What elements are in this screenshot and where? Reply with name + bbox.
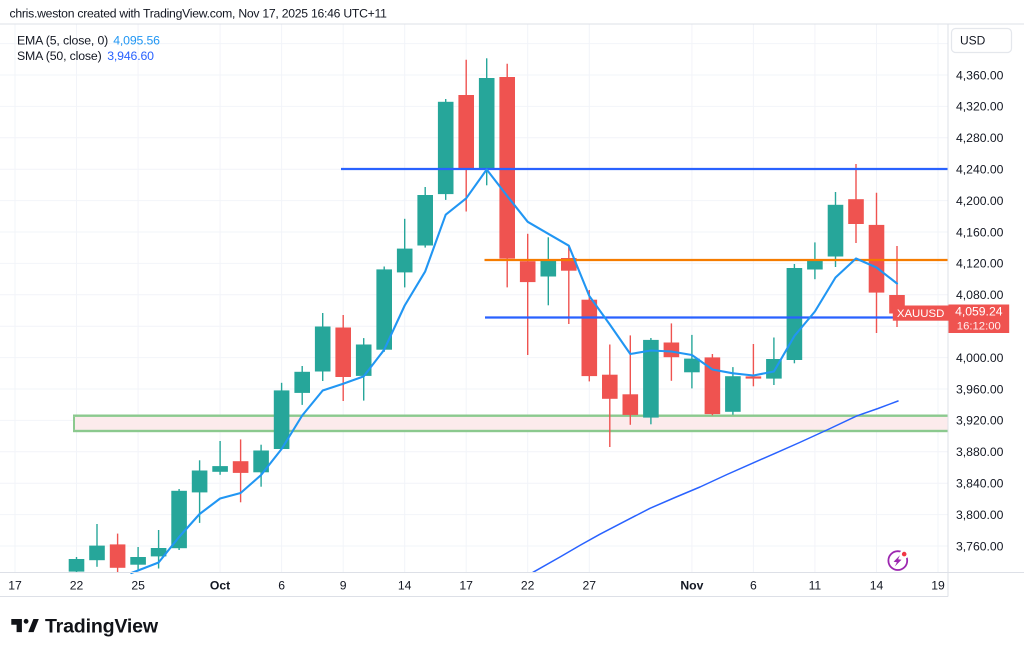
svg-text:4,200.00: 4,200.00 (956, 194, 1004, 208)
svg-text:3,946.60: 3,946.60 (107, 49, 154, 63)
svg-text:4,095.56: 4,095.56 (113, 33, 160, 47)
svg-text:4,360.00: 4,360.00 (956, 68, 1004, 82)
svg-text:TradingView: TradingView (45, 616, 159, 638)
svg-text:14: 14 (870, 579, 884, 593)
svg-text:17: 17 (459, 579, 473, 593)
svg-text:3,880.00: 3,880.00 (956, 445, 1004, 459)
svg-text:Nov: Nov (680, 579, 703, 593)
svg-text:4,240.00: 4,240.00 (956, 163, 1004, 177)
svg-text:16:12:00: 16:12:00 (957, 321, 1001, 333)
svg-text:4,000.00: 4,000.00 (956, 351, 1004, 365)
svg-text:14: 14 (398, 579, 412, 593)
svg-text:3,840.00: 3,840.00 (956, 477, 1004, 491)
svg-text:25: 25 (131, 579, 145, 593)
svg-text:4,120.00: 4,120.00 (956, 257, 1004, 271)
svg-text:4,080.00: 4,080.00 (956, 288, 1004, 302)
svg-text:6: 6 (750, 579, 757, 593)
svg-text:4,160.00: 4,160.00 (956, 225, 1004, 239)
svg-text:4,320.00: 4,320.00 (956, 100, 1004, 114)
svg-text:9: 9 (340, 579, 347, 593)
svg-text:22: 22 (70, 579, 84, 593)
svg-text:SMA (50, close): SMA (50, close) (17, 49, 102, 63)
svg-text:17: 17 (8, 579, 22, 593)
svg-text:chris.weston created with Trad: chris.weston created with TradingView.co… (10, 7, 388, 21)
svg-text:3,920.00: 3,920.00 (956, 414, 1004, 428)
svg-text:EMA (5, close, 0): EMA (5, close, 0) (17, 33, 108, 47)
svg-text:3,960.00: 3,960.00 (956, 382, 1004, 396)
svg-text:3,800.00: 3,800.00 (956, 508, 1004, 522)
svg-text:4,059.24: 4,059.24 (955, 305, 1003, 319)
svg-text:4,280.00: 4,280.00 (956, 131, 1004, 145)
svg-text:Oct: Oct (210, 579, 230, 593)
svg-text:11: 11 (809, 579, 822, 593)
svg-text:XAUUSD: XAUUSD (897, 308, 944, 320)
svg-text:27: 27 (583, 579, 597, 593)
svg-text:22: 22 (521, 579, 535, 593)
svg-text:USD: USD (960, 34, 986, 48)
svg-text:6: 6 (278, 579, 285, 593)
svg-text:19: 19 (931, 579, 945, 593)
svg-text:3,760.00: 3,760.00 (956, 539, 1004, 553)
